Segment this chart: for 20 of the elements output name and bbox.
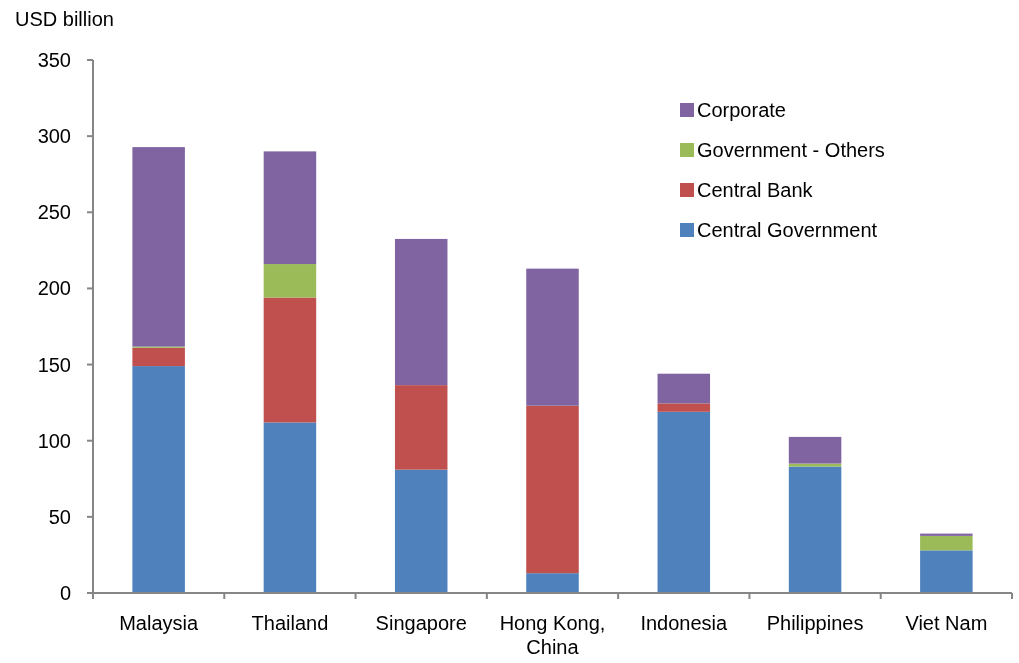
x-tick-label: Indonesia xyxy=(640,612,729,634)
y-tick-label: 300 xyxy=(37,125,71,148)
y-tick-label: 200 xyxy=(37,277,71,300)
x-tick-label: Viet Nam xyxy=(905,612,988,634)
x-tick-label: Malaysia xyxy=(119,612,199,634)
y-axis-title: USD billion xyxy=(15,8,114,30)
y-tick-label: 250 xyxy=(37,201,71,224)
x-tick-label: Singapore xyxy=(375,612,467,634)
y-tick-label: 50 xyxy=(48,505,71,528)
y-tick-label: 350 xyxy=(37,49,71,71)
x-tick-label: Philippines xyxy=(766,612,864,634)
legend-label: Central Government xyxy=(697,219,878,241)
x-tick-label: Hong Kong, China xyxy=(499,612,606,658)
legend-label: Government - Others xyxy=(697,139,885,161)
y-tick-label: 100 xyxy=(37,429,71,452)
y-tick-label: 150 xyxy=(37,353,71,376)
legend-label: Central Bank xyxy=(697,179,814,201)
legend-label: Corporate xyxy=(697,99,786,121)
x-tick-label: Thailand xyxy=(251,612,329,634)
y-tick-label: 0 xyxy=(59,582,71,604)
